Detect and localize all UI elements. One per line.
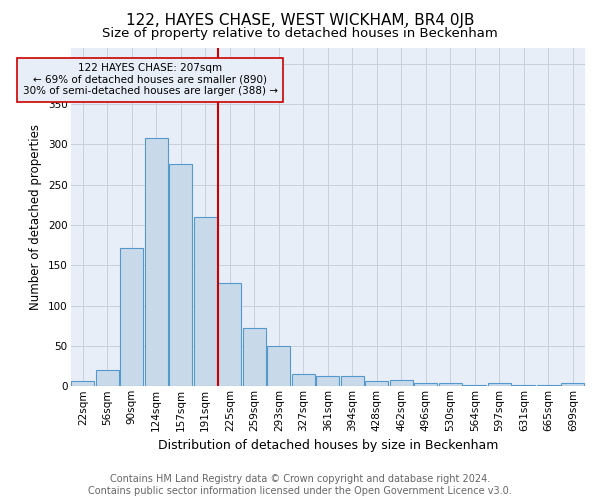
Bar	[120, 248, 143, 386]
Bar	[194, 217, 217, 386]
Bar	[488, 383, 511, 386]
Text: 122, HAYES CHASE, WEST WICKHAM, BR4 0JB: 122, HAYES CHASE, WEST WICKHAM, BR4 0JB	[126, 12, 474, 28]
Bar	[316, 376, 340, 386]
Bar	[218, 283, 241, 387]
Bar	[341, 376, 364, 386]
Y-axis label: Number of detached properties: Number of detached properties	[29, 124, 43, 310]
Bar	[169, 164, 193, 386]
Text: 122 HAYES CHASE: 207sqm
← 69% of detached houses are smaller (890)
30% of semi-d: 122 HAYES CHASE: 207sqm ← 69% of detache…	[23, 63, 278, 96]
Text: Size of property relative to detached houses in Beckenham: Size of property relative to detached ho…	[102, 28, 498, 40]
X-axis label: Distribution of detached houses by size in Beckenham: Distribution of detached houses by size …	[158, 440, 498, 452]
Bar	[95, 370, 119, 386]
Bar	[439, 383, 462, 386]
Bar	[145, 138, 168, 386]
Bar	[561, 383, 584, 386]
Text: Contains HM Land Registry data © Crown copyright and database right 2024.
Contai: Contains HM Land Registry data © Crown c…	[88, 474, 512, 496]
Bar	[292, 374, 315, 386]
Bar	[71, 380, 94, 386]
Bar	[414, 383, 437, 386]
Bar	[365, 380, 388, 386]
Bar	[267, 346, 290, 387]
Bar	[242, 328, 266, 386]
Bar	[389, 380, 413, 386]
